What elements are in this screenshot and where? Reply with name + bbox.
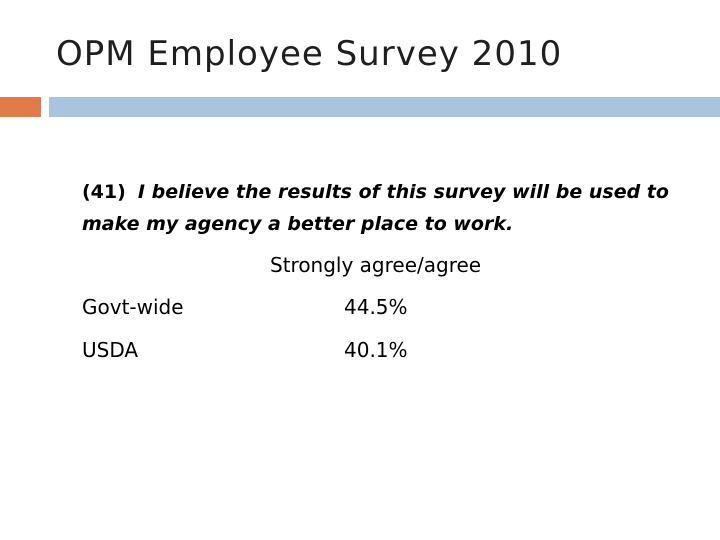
survey-question: (41) I believe the results of this surve… <box>82 176 702 240</box>
row-value-usda: 40.1% <box>344 338 408 362</box>
accent-bar <box>49 97 720 117</box>
question-number: (41) <box>82 181 126 203</box>
row-label-usda: USDA <box>82 338 139 362</box>
row-value-govt-wide: 44.5% <box>344 295 408 319</box>
accent-square <box>0 97 41 117</box>
slide-title: OPM Employee Survey 2010 <box>56 34 563 74</box>
column-header: Strongly agree/agree <box>270 253 482 277</box>
row-label-govt-wide: Govt-wide <box>82 295 184 319</box>
question-text: I believe the results of this survey wil… <box>82 181 669 235</box>
